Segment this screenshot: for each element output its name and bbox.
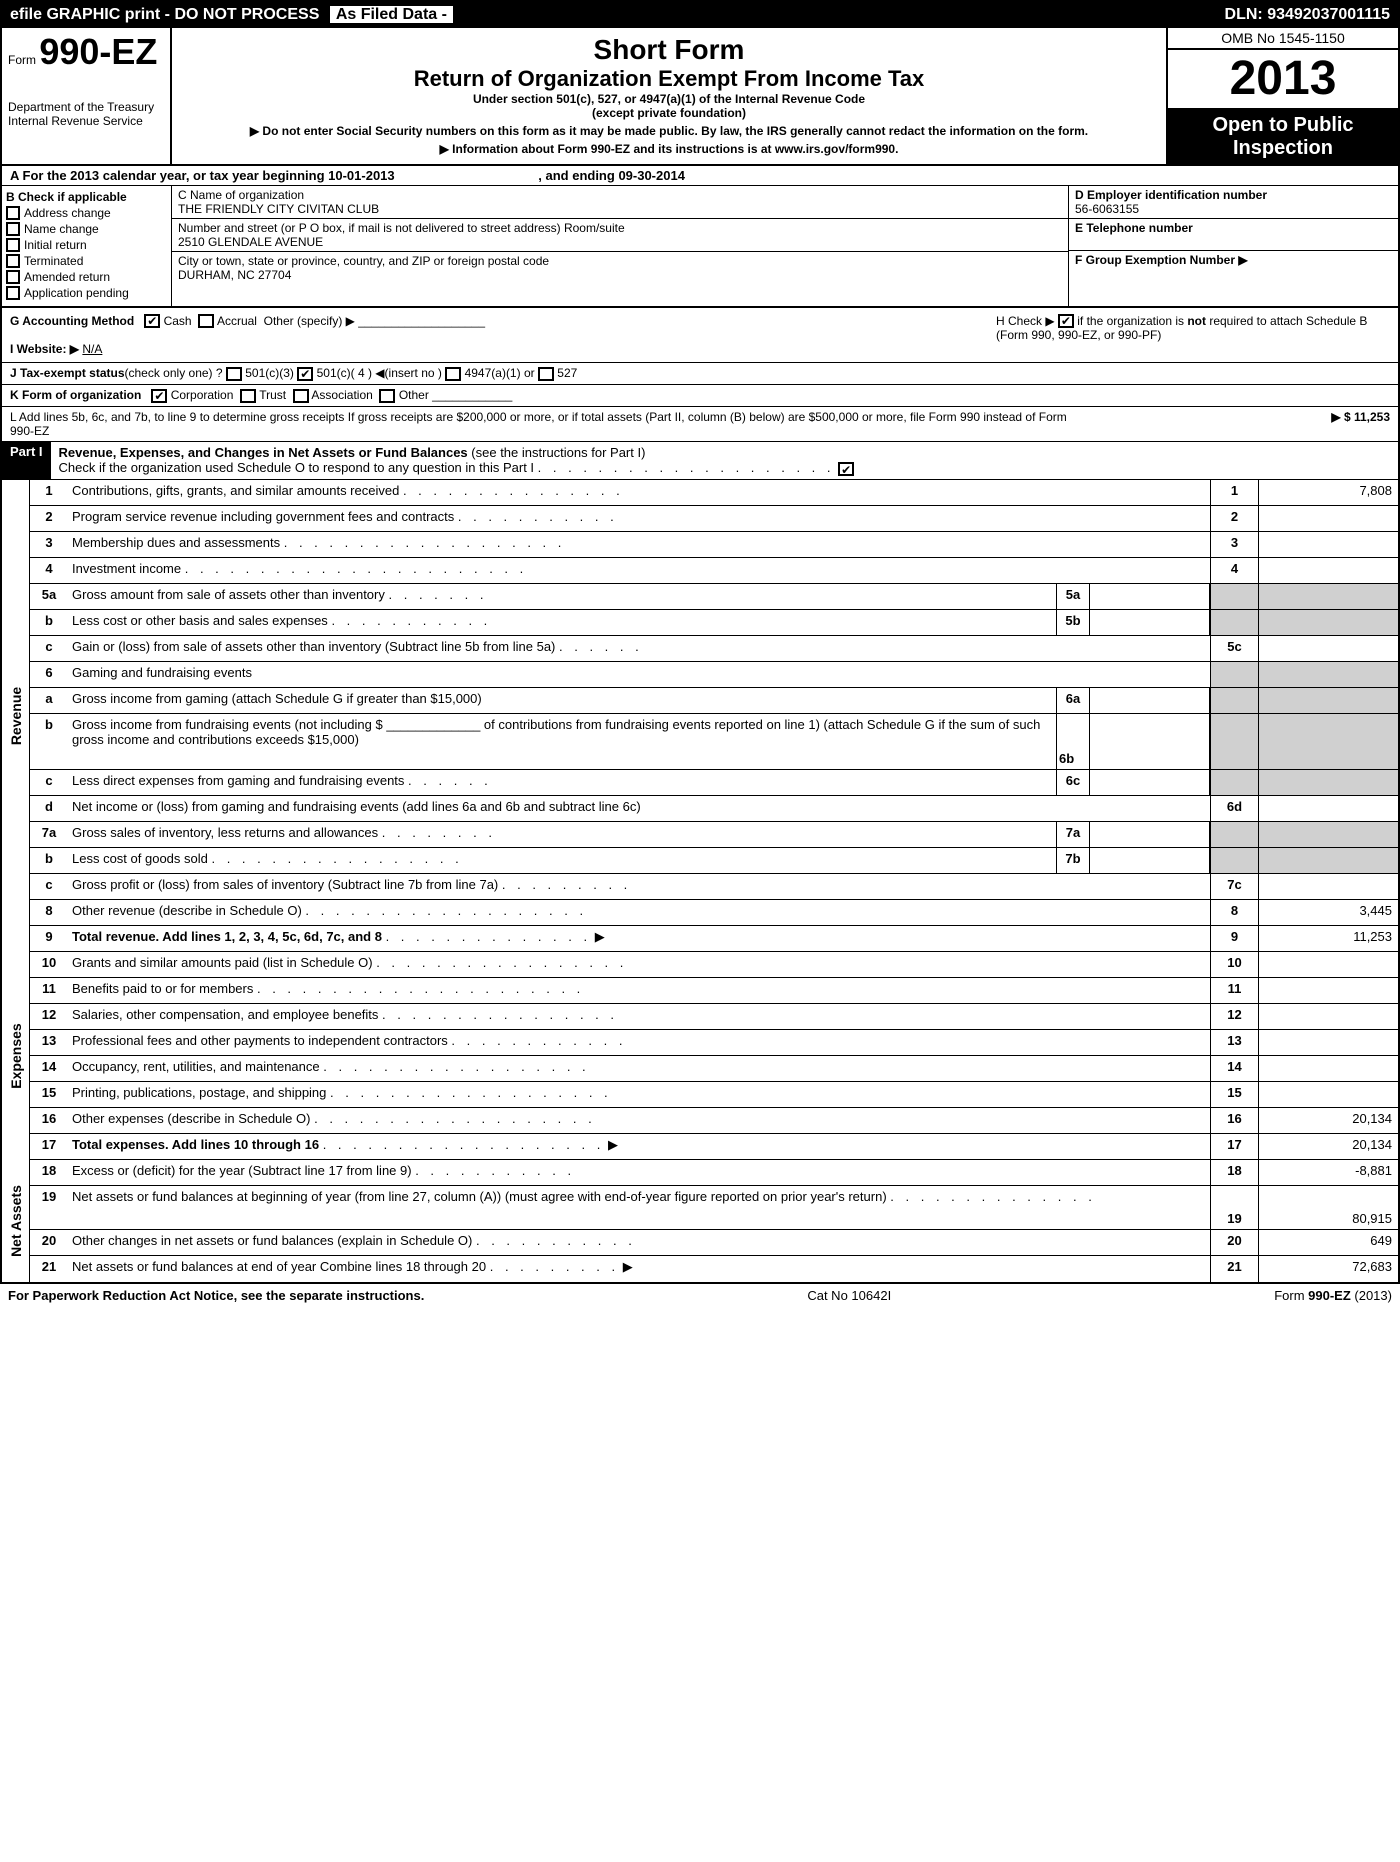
section-j: J Tax-exempt status(check only one) ? 50… <box>2 363 1398 385</box>
form-title: Return of Organization Exempt From Incom… <box>182 66 1156 92</box>
dln-label: DLN: 93492037001115 <box>1225 6 1390 24</box>
header-mid: Short Form Return of Organization Exempt… <box>172 28 1168 164</box>
efile-label: efile GRAPHIC print - DO NOT PROCESS As … <box>10 6 459 24</box>
info-label: ▶ Information about Form 990-EZ and its … <box>182 142 1156 156</box>
section-k: K Form of organization Corporation Trust… <box>2 385 1398 407</box>
irs-label: Internal Revenue Service <box>8 114 164 128</box>
revenue-section: Revenue 1Contributions, gifts, grants, a… <box>2 480 1398 952</box>
revenue-side-label: Revenue <box>2 480 30 952</box>
checkbox-initial-return[interactable] <box>6 238 20 252</box>
ssn-warning: ▶ Do not enter Social Security numbers o… <box>182 124 1156 138</box>
as-filed-label: As Filed Data - <box>330 6 453 23</box>
d-label: D Employer identification number <box>1075 188 1392 202</box>
b-label: B Check if applicable <box>6 190 167 204</box>
form-page: efile GRAPHIC print - DO NOT PROCESS As … <box>0 0 1400 1284</box>
expenses-side-label: Expenses <box>2 952 30 1160</box>
part1-header: Part I Revenue, Expenses, and Changes in… <box>2 442 1398 480</box>
line-21-value: 72,683 <box>1258 1256 1398 1282</box>
section-g-h: G Accounting Method Cash Accrual Other (… <box>2 308 1398 364</box>
checkbox-other-org[interactable] <box>379 389 395 403</box>
org-city: DURHAM, NC 27704 <box>178 268 1062 282</box>
form-number: 990-EZ <box>39 31 157 72</box>
row-a: A For the 2013 calendar year, or tax yea… <box>2 166 1398 186</box>
checkbox-address-change[interactable] <box>6 206 20 220</box>
line-16-value: 20,134 <box>1258 1108 1398 1133</box>
checkbox-terminated[interactable] <box>6 254 20 268</box>
under-label: Under section 501(c), 527, or 4947(a)(1)… <box>182 92 1156 106</box>
section-b: B Check if applicable Address change Nam… <box>2 186 172 306</box>
header-right: OMB No 1545-1150 2013 Open to Public Ins… <box>1168 28 1398 164</box>
open-inspection-label: Open to Public Inspection <box>1168 110 1398 164</box>
info-link[interactable]: www.irs.gov/form990 <box>775 142 895 156</box>
line-18-value: -8,881 <box>1258 1160 1398 1185</box>
tax-year: 2013 <box>1168 50 1398 110</box>
section-l: L Add lines 5b, 6c, and 7b, to line 9 to… <box>2 407 1398 442</box>
net-assets-section: Net Assets 18Excess or (deficit) for the… <box>2 1160 1398 1282</box>
line-8-value: 3,445 <box>1258 900 1398 925</box>
expenses-section: Expenses 10Grants and similar amounts pa… <box>2 952 1398 1160</box>
dept-label: Department of the Treasury <box>8 100 164 114</box>
section-c: C Name of organization THE FRIENDLY CITY… <box>172 186 1068 306</box>
checkbox-cash[interactable] <box>144 314 160 328</box>
ein-value: 56-6063155 <box>1075 202 1392 216</box>
line-17-value: 20,134 <box>1258 1134 1398 1159</box>
c-addr-label: Number and street (or P O box, if mail i… <box>178 221 1062 235</box>
org-address: 2510 GLENDALE AVENUE <box>178 235 1062 249</box>
checkbox-527[interactable] <box>538 367 554 381</box>
footer-right: Form 990-EZ (2013) <box>1274 1288 1392 1303</box>
line-9-value: 11,253 <box>1258 926 1398 951</box>
line-19-value: 80,915 <box>1258 1186 1398 1229</box>
checkbox-association[interactable] <box>293 389 309 403</box>
checkbox-accrual[interactable] <box>198 314 214 328</box>
checkbox-trust[interactable] <box>240 389 256 403</box>
c-city-label: City or town, state or province, country… <box>178 254 1062 268</box>
checkbox-name-change[interactable] <box>6 222 20 236</box>
form-prefix: Form <box>8 53 36 67</box>
org-name: THE FRIENDLY CITY CIVITAN CLUB <box>178 202 1062 216</box>
section-b-c-d: B Check if applicable Address change Nam… <box>2 186 1398 308</box>
header-left: Form 990-EZ Department of the Treasury I… <box>2 28 172 164</box>
checkbox-501c3[interactable] <box>226 367 242 381</box>
website-value: N/A <box>82 342 102 356</box>
i-label: I Website: ▶ <box>10 342 79 356</box>
net-assets-side-label: Net Assets <box>2 1160 30 1282</box>
footer-cat: Cat No 10642I <box>807 1288 891 1303</box>
except-label: (except private foundation) <box>182 106 1156 120</box>
checkbox-amended[interactable] <box>6 270 20 284</box>
e-label: E Telephone number <box>1075 221 1392 235</box>
checkbox-501c[interactable] <box>297 367 313 381</box>
checkbox-4947[interactable] <box>445 367 461 381</box>
c-name-label: C Name of organization <box>178 188 1062 202</box>
form-header: Form 990-EZ Department of the Treasury I… <box>2 28 1398 166</box>
f-label: F Group Exemption Number ▶ <box>1075 253 1392 267</box>
section-g: G Accounting Method Cash Accrual Other (… <box>2 308 988 363</box>
gross-receipts-value: ▶ $ 11,253 <box>1331 410 1390 438</box>
page-footer: For Paperwork Reduction Act Notice, see … <box>0 1284 1400 1307</box>
footer-left: For Paperwork Reduction Act Notice, see … <box>8 1288 424 1303</box>
line-1-value: 7,808 <box>1258 480 1398 505</box>
checkbox-schedule-o[interactable] <box>838 462 854 476</box>
checkbox-corporation[interactable] <box>151 389 167 403</box>
omb-label: OMB No 1545-1150 <box>1168 28 1398 50</box>
line-20-value: 649 <box>1258 1230 1398 1255</box>
checkbox-h[interactable] <box>1058 314 1074 328</box>
section-h: H Check ▶ if the organization is not req… <box>988 308 1398 363</box>
top-bar: efile GRAPHIC print - DO NOT PROCESS As … <box>2 2 1398 28</box>
short-form-label: Short Form <box>182 34 1156 66</box>
checkbox-application-pending[interactable] <box>6 286 20 300</box>
section-d-e-f: D Employer identification number 56-6063… <box>1068 186 1398 306</box>
